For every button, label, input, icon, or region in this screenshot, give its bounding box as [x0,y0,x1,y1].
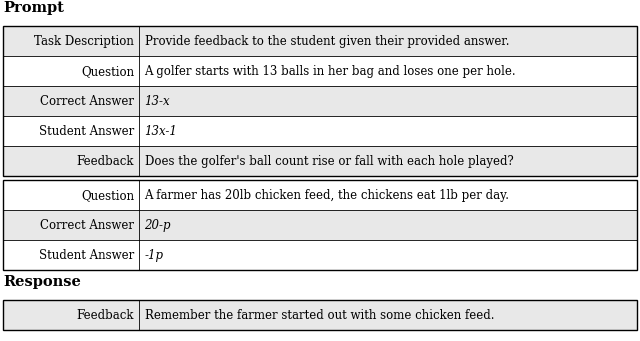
Text: Does the golfer's ball count rise or fall with each hole played?: Does the golfer's ball count rise or fal… [145,155,513,168]
Text: Question: Question [81,189,134,202]
Text: A farmer has 20lb chicken feed, the chickens eat 1lb per day.: A farmer has 20lb chicken feed, the chic… [145,189,509,202]
Bar [3,300,637,330]
Text: Feedback: Feedback [77,309,134,322]
Text: Correct Answer: Correct Answer [40,219,134,232]
Bar [3,146,637,176]
Text: Provide feedback to the student given their provided answer.: Provide feedback to the student given th… [145,35,509,48]
Text: Feedback: Feedback [77,155,134,168]
Bar [3,180,637,270]
Bar [3,56,637,86]
Bar [3,240,637,270]
Bar [3,116,637,146]
Bar [3,26,637,176]
Text: Correct Answer: Correct Answer [40,95,134,108]
Text: Student Answer: Student Answer [39,125,134,138]
Text: -1p: -1p [145,249,164,262]
Text: Prompt: Prompt [3,1,64,15]
Text: Task Description: Task Description [35,35,134,48]
Text: A golfer starts with 13 balls in her bag and loses one per hole.: A golfer starts with 13 balls in her bag… [145,65,516,78]
Text: Response: Response [3,275,81,288]
Bar [3,210,637,240]
Bar [3,300,637,330]
Bar [3,86,637,116]
Text: 13-x: 13-x [145,95,170,108]
Text: Remember the farmer started out with some chicken feed.: Remember the farmer started out with som… [145,309,494,322]
Bar [3,180,637,210]
Text: Question: Question [81,65,134,78]
Text: 20-p: 20-p [145,219,171,232]
Bar [3,26,637,56]
Text: 13x-1: 13x-1 [145,125,177,138]
Text: Student Answer: Student Answer [39,249,134,262]
